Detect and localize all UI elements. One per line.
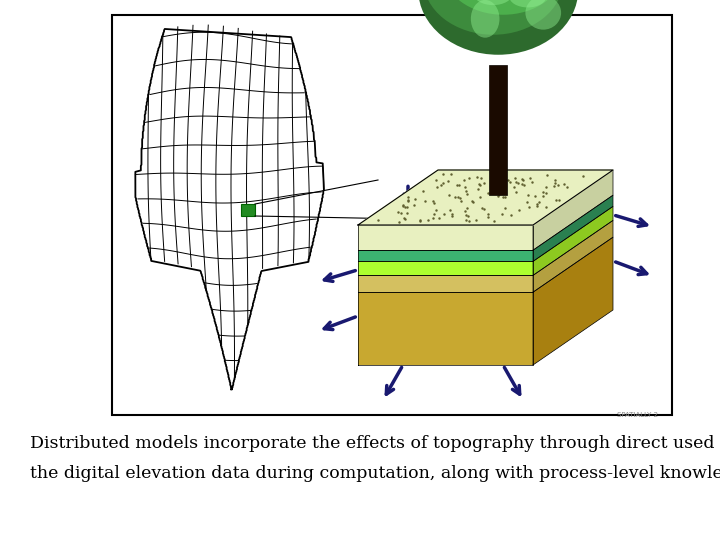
- Polygon shape: [358, 170, 613, 225]
- Polygon shape: [358, 292, 533, 365]
- Polygon shape: [533, 220, 613, 292]
- Text: SPATIALLY 2: SPATIALLY 2: [617, 412, 658, 418]
- Polygon shape: [533, 170, 613, 250]
- Ellipse shape: [418, 0, 578, 55]
- Ellipse shape: [473, 0, 513, 5]
- Bar: [112, 15, 672, 415]
- Polygon shape: [358, 275, 533, 292]
- Text: Distributed models incorporate the effects of topography through direct used of: Distributed models incorporate the effec…: [30, 435, 720, 452]
- Polygon shape: [358, 250, 533, 261]
- Polygon shape: [533, 195, 613, 261]
- Text: the digital elevation data during computation, along with process-level knowledg: the digital elevation data during comput…: [30, 465, 720, 482]
- Ellipse shape: [423, 0, 563, 35]
- Polygon shape: [358, 225, 533, 250]
- Bar: [490, 65, 508, 195]
- Ellipse shape: [471, 0, 500, 38]
- Ellipse shape: [444, 0, 563, 15]
- Polygon shape: [533, 237, 613, 365]
- Ellipse shape: [509, 0, 546, 8]
- Polygon shape: [358, 261, 533, 275]
- Ellipse shape: [526, 0, 561, 30]
- Bar: [241, 204, 255, 216]
- Polygon shape: [533, 206, 613, 275]
